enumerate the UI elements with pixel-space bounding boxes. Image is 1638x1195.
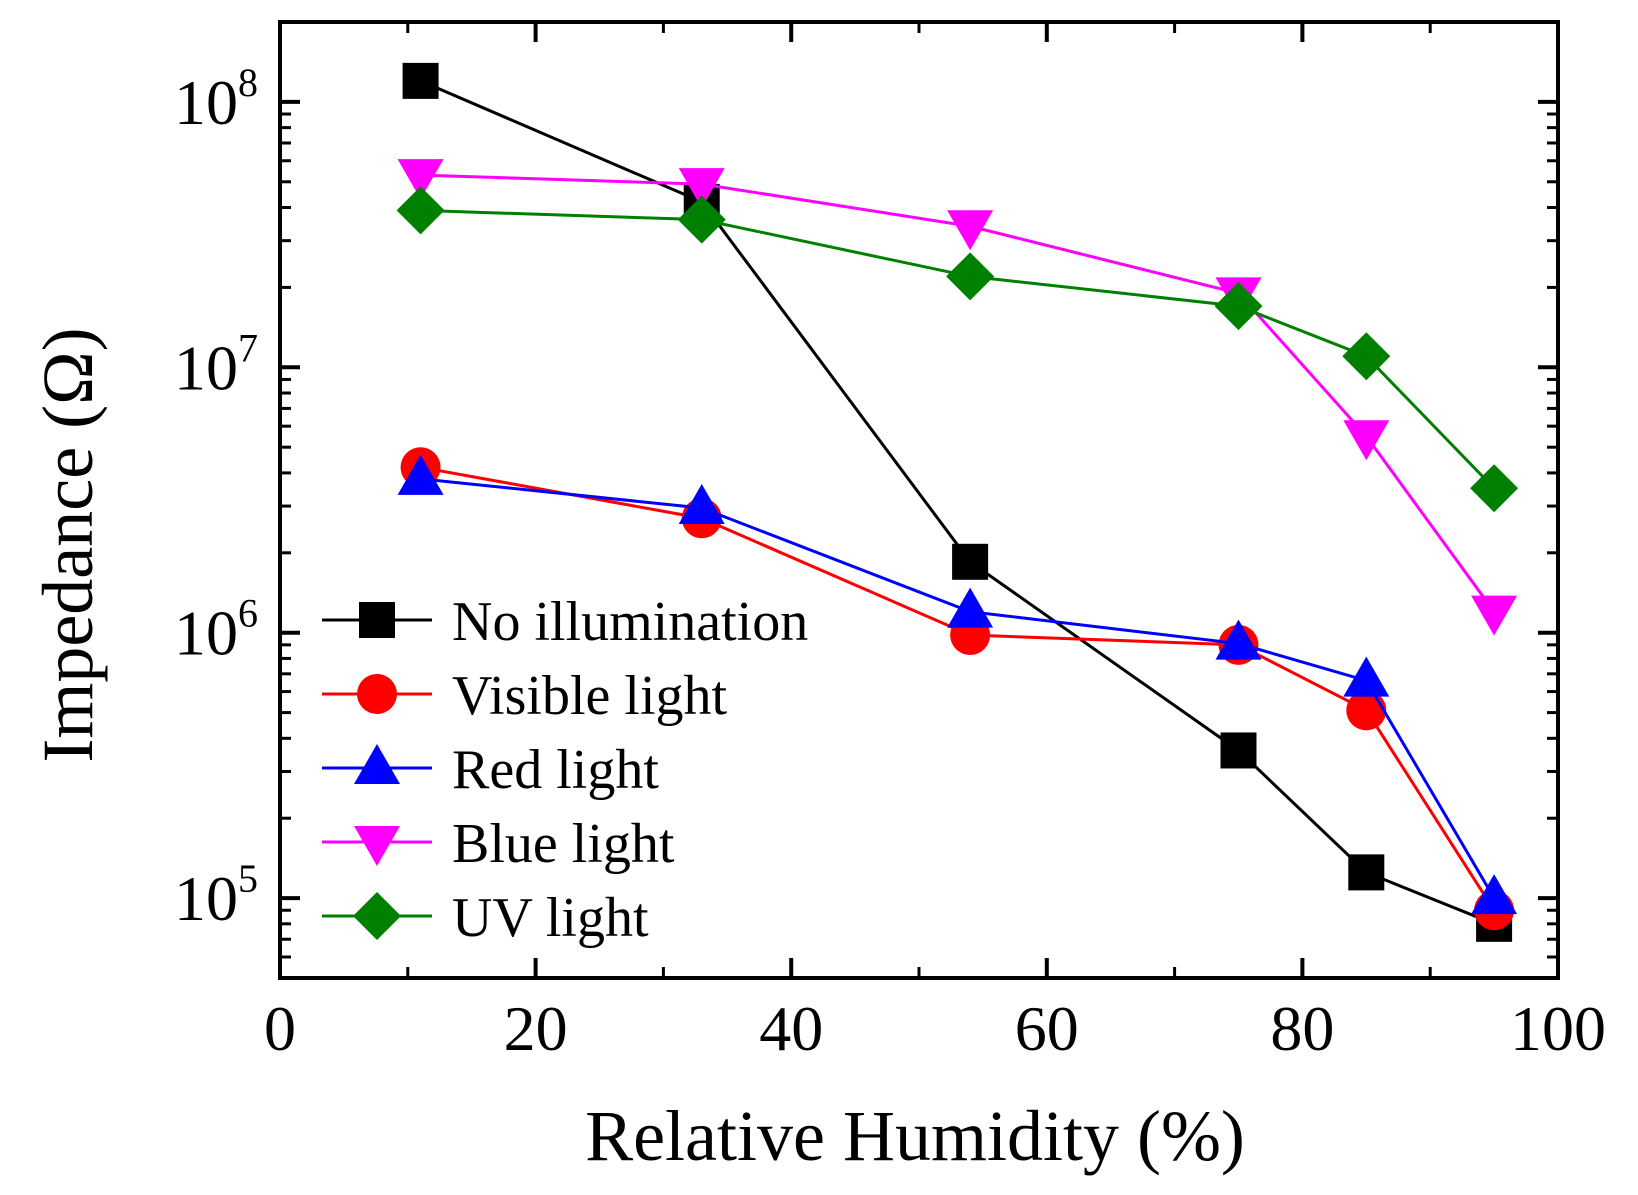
data-point-no-illumination [1220, 732, 1257, 769]
data-point-uv-light [1470, 464, 1519, 513]
legend-marker [359, 602, 395, 638]
x-tick-label: 20 [504, 993, 568, 1064]
series-red-light [397, 454, 1518, 915]
legend-item-red-light: Red light [322, 739, 659, 801]
legend-marker [354, 744, 400, 784]
y-tick-label: 108 [174, 60, 258, 138]
data-point-red-light [1343, 656, 1390, 697]
y-tick-label: 105 [174, 856, 258, 934]
data-point-blue-light [678, 168, 725, 209]
data-point-uv-light [946, 252, 995, 301]
x-tick-label: 80 [1270, 993, 1334, 1064]
legend-label: Visible light [452, 665, 728, 727]
data-point-red-light [947, 587, 994, 628]
legend-item-blue-light: Blue light [322, 813, 675, 875]
x-tick-label: 60 [1015, 993, 1079, 1064]
legend-item-no-illumination: No illumination [322, 591, 808, 653]
data-point-blue-light [397, 159, 444, 200]
data-point-no-illumination [402, 62, 439, 99]
legend-marker [354, 826, 400, 866]
legend-label: Red light [452, 739, 659, 801]
data-point-red-light [1215, 619, 1262, 660]
legend-label: UV light [452, 887, 649, 949]
legend-label: No illumination [452, 591, 808, 653]
legend-marker [353, 892, 401, 940]
legend-label: Blue light [452, 813, 675, 875]
data-point-red-light [678, 484, 725, 525]
data-point-uv-light [1342, 332, 1391, 381]
y-tick-label: 107 [174, 325, 258, 403]
data-point-red-light [1471, 874, 1518, 915]
data-point-red-light [397, 454, 444, 495]
data-point-uv-light [396, 186, 445, 235]
x-tick-label: 40 [759, 993, 823, 1064]
data-point-no-illumination [1348, 854, 1385, 891]
data-point-blue-light [1471, 595, 1518, 636]
legend-item-uv-light: UV light [322, 887, 649, 949]
series-line-red-light [420, 477, 1496, 899]
series-no-illumination [402, 62, 1513, 942]
series-line-uv-light [420, 208, 1496, 490]
data-point-no-illumination [952, 543, 989, 580]
x-tick-label: 100 [1510, 993, 1606, 1064]
y-tick-label: 106 [174, 591, 258, 669]
data-point-uv-light [677, 195, 726, 244]
x-axis-title: Relative Humidity (%) [585, 1096, 1245, 1176]
legend-marker [357, 674, 397, 714]
legend-item-visible-light: Visible light [322, 665, 728, 727]
series-blue-light [397, 159, 1518, 636]
x-tick-label: 0 [264, 993, 296, 1064]
series-line-blue-light [420, 173, 1496, 613]
y-axis-title: Impedance (Ω) [28, 327, 108, 762]
data-point-uv-light [1214, 282, 1263, 331]
data-point-blue-light [947, 210, 994, 251]
series-line-visible-light [420, 465, 1496, 912]
series-uv-light [396, 186, 1519, 513]
data-point-blue-light [1343, 420, 1390, 461]
